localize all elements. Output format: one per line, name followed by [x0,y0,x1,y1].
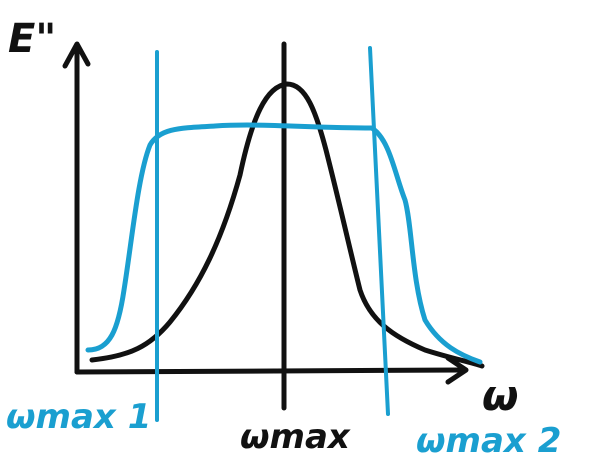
narrow-peak-curve [89,81,485,369]
y-axis-label: E" [8,16,56,62]
omega-max-2-label: ωmax 2 [416,421,561,461]
omega-max-1-label: ωmax 1 [6,397,151,437]
broad-plateau-curve [85,122,483,365]
x-axis [74,367,465,375]
y-axis-arrowhead [62,41,91,69]
omega-max-2-line [368,46,390,416]
omega-max-label: ωmax [240,417,351,457]
x-axis-label: ω [482,371,519,420]
axes [62,41,469,385]
x-axis-arrowhead [445,355,469,385]
